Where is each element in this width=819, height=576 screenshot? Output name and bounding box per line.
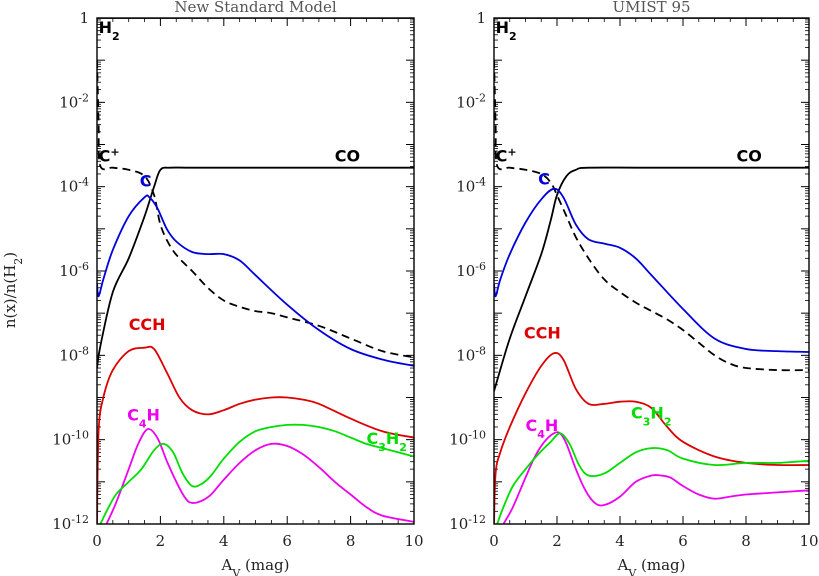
y-tick-label: 10-4: [456, 175, 486, 196]
species-label: H2: [496, 18, 517, 43]
x-tick-label: 6: [282, 532, 292, 550]
y-tick-label: 10-12: [52, 513, 89, 534]
y-tick-label: 10-6: [59, 260, 89, 281]
y-tick-label: 10-2: [59, 91, 89, 112]
series-line-c3h2: [496, 432, 809, 524]
panel-title: UMIST 95: [612, 0, 690, 16]
y-tick-label: 10-6: [456, 260, 486, 281]
x-tick-label: 2: [552, 532, 562, 550]
series-line-cch: [494, 352, 809, 524]
y-tick-label: 1: [476, 9, 486, 27]
species-label: C4H: [526, 416, 559, 441]
species-label: CCH: [129, 315, 166, 334]
x-tick-label: 2: [156, 532, 166, 550]
species-label: C4H: [127, 406, 160, 431]
series-line-c: [97, 60, 414, 359]
x-tick-label: 10: [799, 532, 818, 550]
panel-1: New Standard Model 1 10-2 10-4 10-6 10-8 10-10…: [52, 0, 423, 576]
series-line-co: [494, 166, 809, 392]
x-tick-label: 0: [489, 532, 499, 550]
species-label: H2: [99, 18, 120, 43]
series-line-co: [97, 166, 414, 369]
series-line-c: [97, 194, 414, 367]
x-axis-label: AV (mag): [616, 556, 685, 576]
x-tick-label: 10: [404, 532, 423, 550]
x-tick-label: 8: [741, 532, 751, 550]
series-group: [494, 18, 809, 524]
x-tick-label: 0: [92, 532, 102, 550]
series-line-c: [494, 60, 809, 372]
panel-2: UMIST 95 1 10-2 10-4 10-6 10-8 10-10 10-120 2 4 6 8…: [449, 0, 818, 576]
species-label: C+: [496, 145, 517, 166]
shared-y-axis-label: n(x)/n(H2): [1, 252, 25, 328]
panel-title: New Standard Model: [174, 0, 336, 16]
y-tick-label: 10-12: [449, 513, 486, 534]
x-tick-label: 6: [678, 532, 688, 550]
y-label-main: n(x)/n(H: [1, 265, 19, 328]
series-line-c4h: [105, 428, 414, 524]
y-tick-label: 10-10: [449, 428, 486, 449]
series-line-c: [494, 187, 809, 353]
species-label: C: [140, 172, 152, 191]
panels-group: New Standard Model 1 10-2 10-4 10-6 10-8 10-10…: [52, 0, 818, 576]
y-tick-label: 10-10: [52, 428, 89, 449]
plot-frame: [96, 17, 415, 525]
species-label: C: [538, 170, 550, 189]
species-label: CO: [737, 146, 762, 165]
y-tick-label: 10-8: [456, 344, 486, 365]
x-tick-label: 4: [615, 532, 625, 550]
y-tick-label: 10-2: [456, 91, 486, 112]
y-tick-label: 1: [79, 9, 89, 27]
x-tick-label: 8: [346, 532, 356, 550]
x-axis-label: AV (mag): [220, 556, 289, 576]
species-label: C3H2: [631, 404, 671, 429]
species-label: C3H2: [366, 429, 406, 454]
series-line-cch: [97, 345, 414, 524]
species-label: CCH: [524, 323, 561, 342]
y-label-sub: 2: [12, 258, 25, 265]
x-tick-label: 4: [219, 532, 229, 550]
plot-frame: [493, 17, 810, 525]
series-line-c4h: [502, 431, 809, 524]
y-label-tail: ): [1, 252, 19, 258]
y-tick-label: 10-4: [59, 175, 89, 196]
species-label: CO: [335, 146, 360, 165]
y-tick-label: 10-8: [59, 344, 89, 365]
series-line-c3h2: [97, 423, 414, 524]
series-group: [97, 18, 414, 524]
species-label: C+: [99, 145, 120, 166]
